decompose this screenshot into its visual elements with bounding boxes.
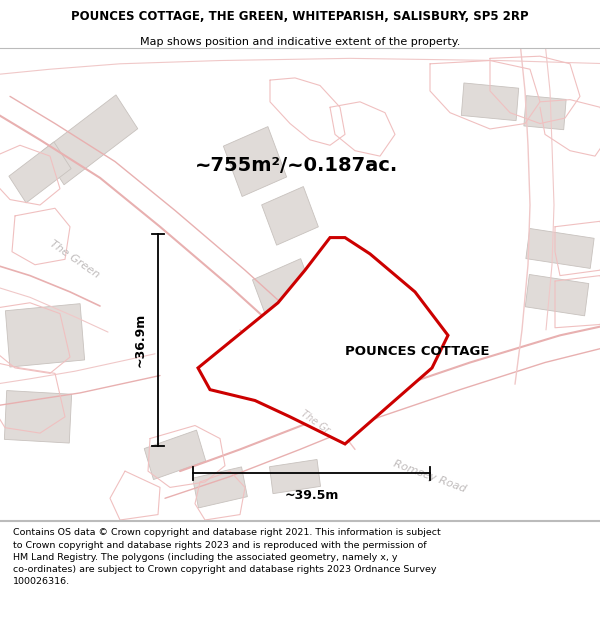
Bar xyxy=(253,259,317,325)
Text: Contains OS data © Crown copyright and database right 2021. This information is : Contains OS data © Crown copyright and d… xyxy=(13,528,441,586)
Text: The Gr: The Gr xyxy=(299,409,331,436)
Text: ~39.5m: ~39.5m xyxy=(284,489,338,501)
Bar xyxy=(42,95,138,185)
Bar xyxy=(223,127,287,196)
Bar xyxy=(144,430,206,479)
Bar xyxy=(5,304,85,367)
Bar xyxy=(526,229,594,268)
Bar xyxy=(269,459,320,494)
Text: POUNCES COTTAGE: POUNCES COTTAGE xyxy=(345,345,490,358)
Bar xyxy=(262,187,319,245)
Text: Map shows position and indicative extent of the property.: Map shows position and indicative extent… xyxy=(140,37,460,47)
Bar xyxy=(4,391,71,443)
Text: ~755m²/~0.187ac.: ~755m²/~0.187ac. xyxy=(195,156,398,175)
Polygon shape xyxy=(198,238,448,444)
Bar xyxy=(461,83,519,121)
Bar xyxy=(230,321,290,382)
Bar xyxy=(525,274,589,316)
Text: Romsey Road: Romsey Road xyxy=(392,459,468,494)
Bar xyxy=(193,467,247,508)
Bar xyxy=(9,142,71,203)
Text: ~36.9m: ~36.9m xyxy=(133,313,146,368)
Text: The Green: The Green xyxy=(49,239,101,280)
Text: POUNCES COTTAGE, THE GREEN, WHITEPARISH, SALISBURY, SP5 2RP: POUNCES COTTAGE, THE GREEN, WHITEPARISH,… xyxy=(71,9,529,22)
Bar xyxy=(524,96,566,130)
